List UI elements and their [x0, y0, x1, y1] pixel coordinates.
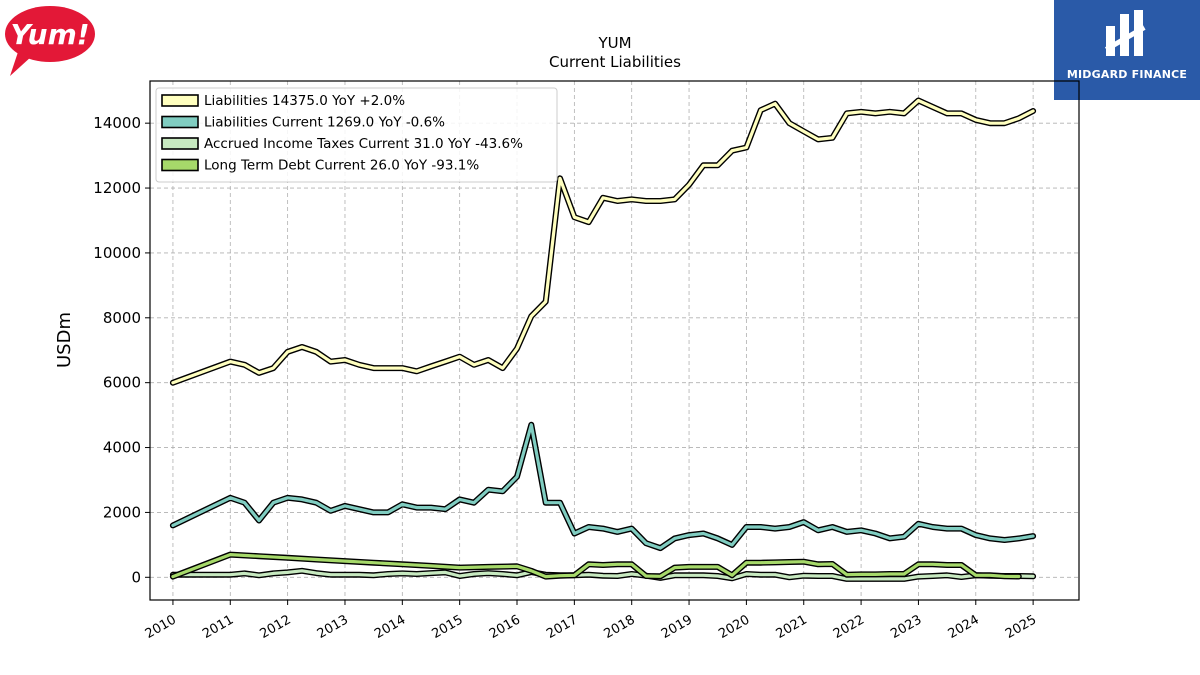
legend: Liabilities 14375.0 YoY +2.0% Liabilities…: [155, 87, 558, 183]
x-tick-label: 2015: [430, 612, 466, 642]
legend-label-2: Accrued Income Taxes Current 31.0 YoY -4…: [204, 136, 523, 152]
y-tick-label: 14000: [93, 114, 141, 132]
y-tick-label: 12000: [93, 179, 141, 197]
x-tick-label: 2010: [143, 612, 179, 642]
y-tick-label: 0: [131, 568, 141, 586]
x-tick-label: 2021: [774, 612, 810, 642]
x-tick-label: 2019: [659, 612, 695, 642]
x-tick-label: 2012: [257, 612, 293, 642]
chart-title: YUM: [597, 34, 631, 52]
x-tick-label: 2011: [200, 612, 236, 642]
y-tick-label: 2000: [103, 503, 141, 521]
y-tick-label: 10000: [93, 244, 141, 262]
y-axis-label: USDm: [54, 312, 75, 368]
x-tick-label: 2023: [888, 612, 924, 642]
series-line-1: [171, 423, 1035, 550]
legend-swatch-0: [161, 94, 199, 107]
x-tick-label: 2017: [544, 612, 580, 642]
plot-frame: [149, 80, 1080, 601]
yum-logo: Yum!: [4, 4, 96, 78]
legend-box: [155, 87, 558, 183]
x-tick-label: 2024: [946, 612, 982, 642]
y-tick-label: 8000: [103, 309, 141, 327]
legend-label-3: Long Term Debt Current 26.0 YoY -93.1%: [204, 158, 479, 174]
series-lines: [169, 97, 1037, 582]
x-tick-label: 2018: [602, 612, 638, 642]
series-line-0: [171, 98, 1035, 385]
yum-logo-bubble: [5, 6, 95, 62]
x-tick-label: 2013: [315, 612, 351, 642]
legend-swatch-2: [161, 137, 199, 150]
series-line-2: [171, 569, 1035, 581]
x-tick-label: 2025: [1003, 612, 1039, 642]
y-tick-label: 6000: [103, 374, 141, 392]
legend-swatch-1: [161, 115, 199, 129]
midgard-finance-logo: MIDGARD FINANCE: [1054, 0, 1200, 100]
x-tick-label: 2016: [487, 612, 523, 642]
yum-logo-tail: [10, 52, 32, 76]
midgard-monogram-icon: [1104, 10, 1146, 56]
series-line-3: [171, 552, 1021, 579]
yum-logo-text: Yum!: [10, 18, 89, 51]
legend-swatch-3: [161, 158, 199, 172]
x-tick-label: 2014: [372, 612, 408, 642]
legend-label-1: Liabilities Current 1269.0 YoY -0.6%: [204, 115, 445, 131]
legend-label-0: Liabilities 14375.0 YoY +2.0%: [204, 93, 405, 109]
x-tick-label: 2022: [831, 612, 867, 642]
chart-subtitle: Current Liabilities: [549, 53, 681, 71]
y-tick-label: 4000: [103, 439, 141, 457]
x-tick-label: 2020: [716, 612, 752, 642]
midgard-finance-text: MIDGARD FINANCE: [1066, 68, 1188, 81]
